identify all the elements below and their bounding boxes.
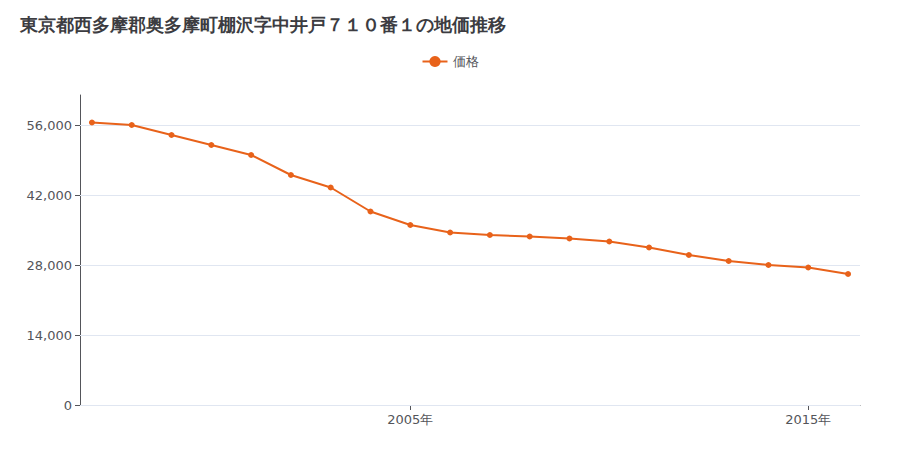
svg-text:28,000: 28,000	[27, 258, 73, 273]
svg-text:56,000: 56,000	[27, 118, 73, 133]
svg-text:0: 0	[64, 398, 72, 413]
svg-text:東京都西多摩郡奥多摩町棚沢字中井戸７１０番１の地価推移: 東京都西多摩郡奥多摩町棚沢字中井戸７１０番１の地価推移	[19, 14, 506, 35]
svg-text:2005年: 2005年	[387, 412, 433, 427]
svg-text:価格: 価格	[453, 54, 479, 69]
svg-text:2015年: 2015年	[785, 412, 831, 427]
svg-text:42,000: 42,000	[27, 188, 73, 203]
svg-text:14,000: 14,000	[27, 328, 73, 343]
